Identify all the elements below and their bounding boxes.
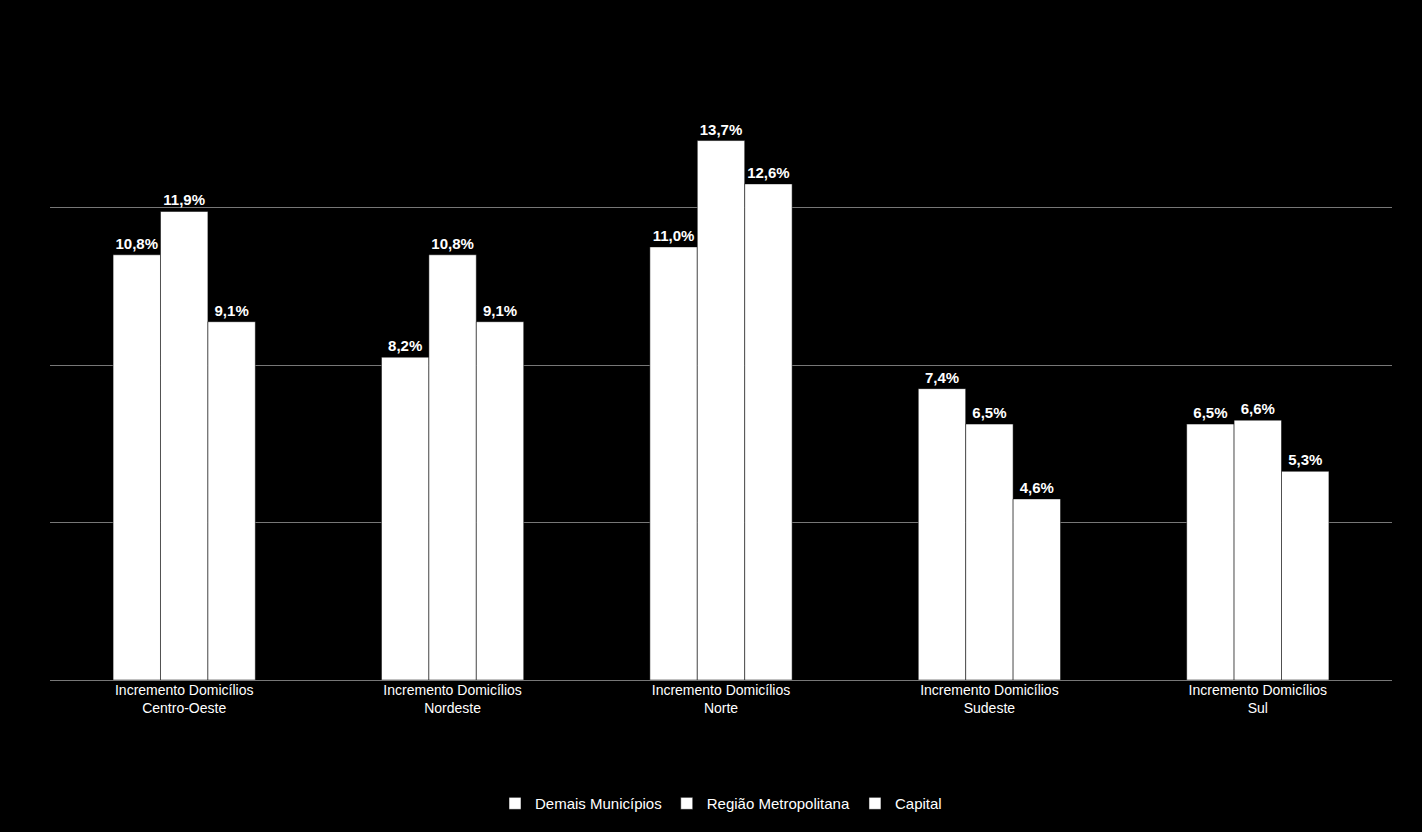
svg-text:Incremento DomicíliosSul: Incremento DomicíliosSul [1189,682,1328,716]
svg-text:10,8%: 10,8% [116,235,159,252]
svg-text:4,6%: 4,6% [1020,479,1054,496]
svg-text:6,6%: 6,6% [1241,400,1275,417]
svg-text:6,5%: 6,5% [972,404,1006,421]
svg-text:5,3%: 5,3% [1288,451,1322,468]
svg-text:Região Metropolitana: Região Metropolitana [707,795,850,812]
svg-text:Incremento DomicíliosNordeste: Incremento DomicíliosNordeste [383,682,521,716]
svg-text:6,5%: 6,5% [1193,404,1227,421]
svg-text:9,1%: 9,1% [483,302,517,319]
svg-text:9,1%: 9,1% [215,302,249,319]
svg-text:8,2%: 8,2% [388,337,422,354]
svg-text:Incremento DomicíliosCentro-Oe: Incremento DomicíliosCentro-Oeste [115,682,254,716]
svg-text:11,0%: 11,0% [653,227,695,244]
svg-text:7,4%: 7,4% [925,369,959,386]
svg-text:Demais Municípios: Demais Municípios [535,795,662,812]
svg-text:13,7%: 13,7% [700,121,743,138]
svg-text:11,9%: 11,9% [163,191,205,208]
svg-text:Capital: Capital [895,795,942,812]
svg-text:Incremento DomicíliosNorte: Incremento DomicíliosNorte [652,682,791,716]
svg-text:12,6%: 12,6% [747,164,790,181]
svg-text:10,8%: 10,8% [431,235,474,252]
svg-text:Incremento DomicíliosSudeste: Incremento DomicíliosSudeste [920,682,1059,716]
